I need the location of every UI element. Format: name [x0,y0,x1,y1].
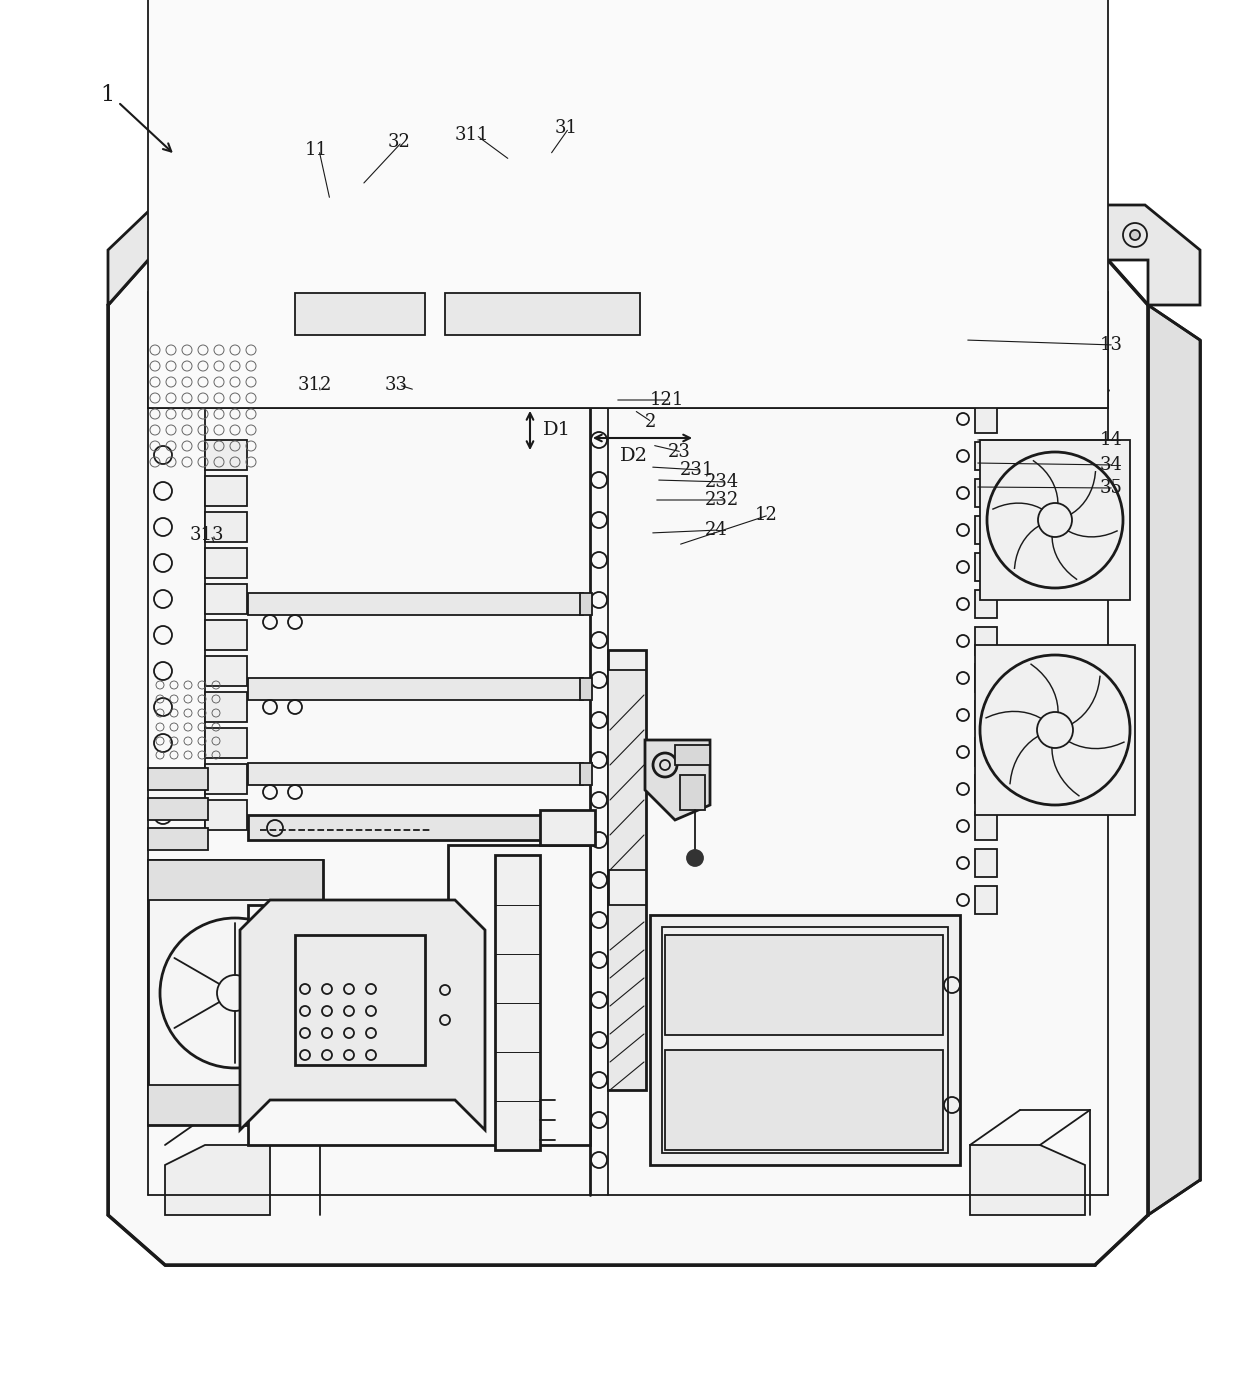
Text: 1: 1 [100,84,114,106]
Bar [975,442,997,470]
Polygon shape [970,1145,1085,1215]
Bar [975,701,997,729]
Bar [650,916,960,1165]
Bar [975,664,997,692]
Bar [205,512,247,542]
Bar [205,799,247,830]
Bar [205,476,247,505]
Bar [975,812,997,840]
Bar [1070,321,1092,350]
Polygon shape [108,204,215,305]
Bar [495,855,539,1149]
Text: 35: 35 [1100,479,1123,497]
Bar [205,547,247,578]
Bar [205,728,247,757]
Text: 31: 31 [556,119,578,137]
Bar [980,440,1130,601]
Bar [148,860,322,1126]
Text: 234: 234 [706,473,739,491]
Bar [205,440,247,470]
Bar [148,0,1109,407]
Bar [539,811,595,846]
Circle shape [160,230,170,239]
Polygon shape [165,1145,270,1215]
Bar [665,935,942,1035]
Bar [675,745,711,764]
Bar [608,904,646,1091]
Bar [295,293,425,335]
Text: 12: 12 [755,505,777,524]
Bar [975,589,997,617]
Bar [975,886,997,914]
Bar [148,769,208,790]
Bar [205,692,247,722]
Bar [148,860,322,900]
Text: 33: 33 [384,377,408,393]
Polygon shape [248,846,590,1145]
Text: D1: D1 [543,421,570,440]
Bar [665,1050,942,1149]
Text: 312: 312 [298,377,332,393]
Polygon shape [645,741,711,820]
Bar [662,927,949,1154]
Bar [295,935,425,1065]
Text: 232: 232 [706,491,739,510]
Text: 34: 34 [1100,456,1123,475]
Bar [975,405,997,433]
Polygon shape [1148,305,1200,1215]
Bar [248,815,590,840]
Bar [975,645,1135,815]
Text: 14: 14 [1100,431,1123,449]
Text: 13: 13 [1100,336,1123,354]
Text: 231: 231 [680,461,714,479]
Bar [445,293,640,335]
Bar [205,764,247,794]
Bar [148,1085,322,1126]
Bar [580,678,591,700]
Bar [975,738,997,766]
Circle shape [1130,230,1140,239]
Bar [580,763,591,785]
Bar [680,776,706,811]
Bar [248,763,583,785]
Bar [205,584,247,615]
Text: D2: D2 [620,447,649,465]
Bar [580,594,591,615]
Bar [608,671,646,869]
Bar [975,479,997,507]
Bar [148,827,208,850]
Bar [975,627,997,655]
Bar [975,517,997,545]
Text: 23: 23 [668,442,691,461]
Bar [248,678,583,700]
Polygon shape [1085,204,1200,305]
Bar [205,657,247,686]
Polygon shape [108,260,1148,1266]
Text: 32: 32 [388,133,410,151]
Bar [975,553,997,581]
Text: 11: 11 [305,141,329,160]
Bar [608,650,646,1091]
Text: 313: 313 [190,526,224,545]
Bar [205,620,247,650]
Polygon shape [241,900,485,1130]
Text: 24: 24 [706,521,728,539]
Bar [975,848,997,876]
Text: 121: 121 [650,391,684,409]
Bar [975,776,997,804]
Bar [248,594,583,615]
Circle shape [687,850,703,867]
Bar [148,798,208,820]
Text: 2: 2 [645,413,656,431]
Text: 311: 311 [455,126,490,144]
